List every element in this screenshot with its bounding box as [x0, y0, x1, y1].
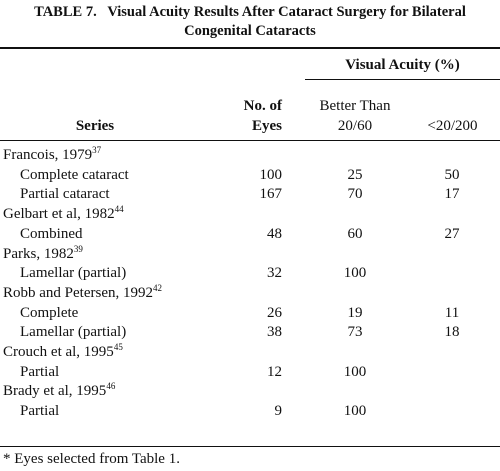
better-cell: 19 [347, 304, 363, 321]
eyes-cell: 12 [267, 363, 282, 380]
row-label: Partial cataract [20, 186, 110, 203]
eyes-cell: 26 [267, 304, 282, 321]
poor-cell: 18 [444, 324, 460, 341]
eyes-header: No. of Eyes [243, 98, 282, 134]
top-rule [0, 47, 500, 49]
poor-cell: 17 [444, 186, 460, 203]
eyes-cell: 38 [267, 324, 282, 341]
better-cell: 60 [347, 225, 363, 242]
table-number: TABLE 7. [34, 4, 97, 20]
series-header: Series [75, 118, 115, 134]
reference: 39 [73, 243, 83, 254]
poor-cell: 27 [444, 225, 460, 242]
poor-cell: 50 [444, 166, 460, 183]
poor-header: <20/200 [427, 118, 478, 134]
reference: 44 [114, 204, 124, 215]
group-label: Brady et al, 1995 [3, 383, 107, 400]
reference: 45 [113, 342, 123, 352]
poor-cell: 11 [444, 304, 460, 321]
group-name: Crouch et al, 199545 [3, 343, 168, 362]
row-label: Complete cataract [20, 166, 129, 183]
row-label: Partial [20, 363, 60, 380]
eyes-cell: 100 [259, 166, 283, 183]
better-cell: 25 [347, 166, 363, 183]
row-label: Lamellar (partial) [20, 265, 127, 282]
eyes-cell: 9 [274, 403, 283, 420]
group-name: Gelbart et al, 198244 [3, 205, 168, 224]
better-header: Better Than 20/60 [319, 98, 391, 134]
footnote: * Eyes selected from Table 1. [3, 451, 180, 467]
reference: 42 [152, 282, 162, 293]
eyes-cell: 32 [267, 265, 282, 282]
group-header: Visual Acuity (%) [345, 57, 460, 73]
group-label: Francois, 1979 [3, 147, 93, 163]
row-label: Lamellar (partial) [20, 324, 127, 341]
group-label: Crouch et al, 1995 [3, 344, 114, 360]
table-title: TABLE 7. Visual Acuity Results After Cat… [10, 3, 490, 41]
better-cell: 70 [347, 186, 363, 203]
header-rule [0, 140, 500, 141]
group-name: Francois, 197937 [3, 146, 168, 165]
table-caption: Visual Acuity Results After Cataract Sur… [107, 4, 466, 39]
group-name: Robb and Petersen, 199242 [3, 282, 168, 303]
group-label: Parks, 1982 [3, 245, 74, 262]
group-rule [305, 79, 500, 80]
group-name: Parks, 198239 [3, 243, 168, 264]
bottom-rule [0, 446, 500, 447]
group-label: Gelbart et al, 1982 [3, 206, 115, 223]
better-cell: 100 [343, 403, 367, 420]
eyes-cell: 167 [259, 186, 283, 203]
group-name: Brady et al, 199546 [3, 382, 168, 401]
row-label: Partial [20, 403, 60, 420]
row-label: Complete [20, 304, 79, 321]
better-cell: 100 [343, 265, 367, 282]
eyes-cell: 48 [267, 225, 282, 242]
better-cell: 73 [347, 324, 363, 341]
group-label: Robb and Petersen, 1992 [3, 284, 153, 301]
reference: 46 [106, 381, 116, 392]
better-cell: 100 [343, 363, 367, 380]
row-label: Combined [20, 225, 83, 242]
reference: 37 [92, 145, 102, 155]
